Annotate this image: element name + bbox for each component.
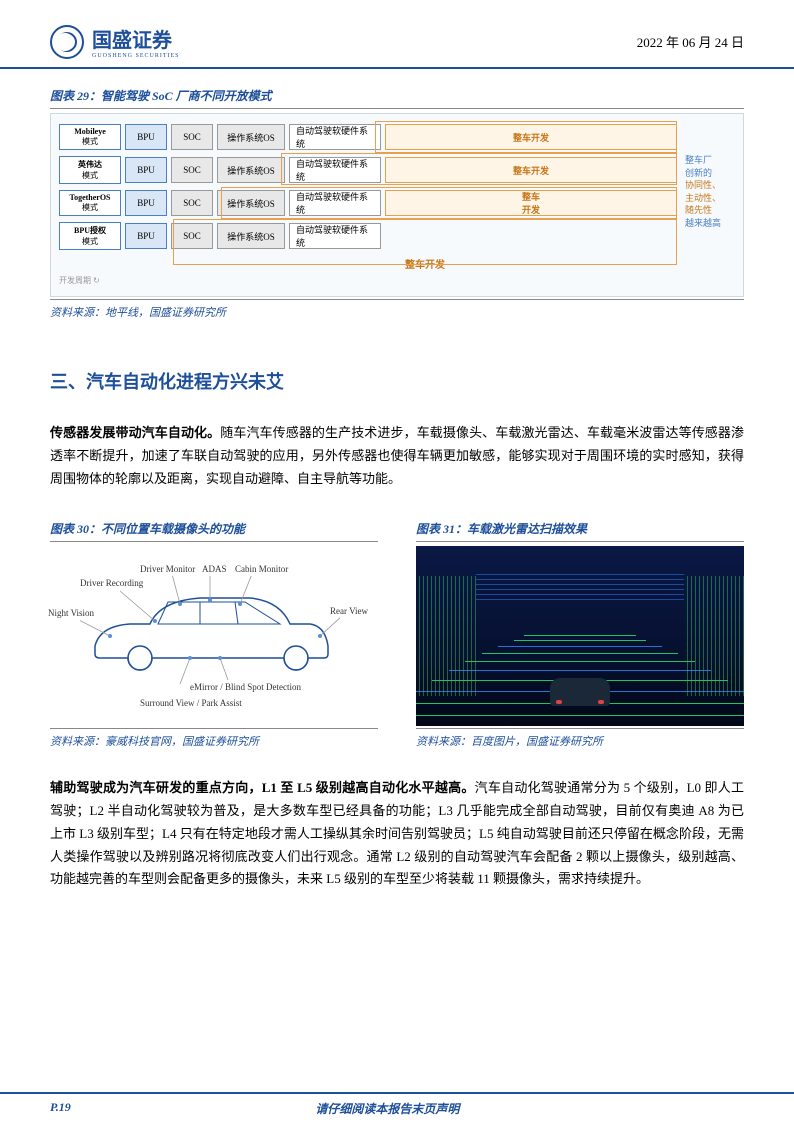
soc-row2-label: 英伟达 [78, 159, 102, 170]
page-header: 国盛证券 GUOSHENG SECURITIES 2022 年 06 月 24 … [0, 0, 794, 69]
para-sensors: 传感器发展带动汽车自动化。随车汽车传感器的生产技术进步，车载摄像头、车载激光雷达… [50, 422, 744, 490]
fig30-caption: 图表 30：不同位置车载摄像头的功能 [50, 520, 378, 542]
soc-hw-box: 自动驾驶软硬件系统 [289, 124, 381, 150]
soc-dev-box: 整车开发 [385, 124, 677, 150]
soc-footer-note: 开发周期 ↻ [59, 275, 735, 286]
company-name-en: GUOSHENG SECURITIES [92, 53, 180, 59]
company-name: 国盛证券 [92, 24, 180, 53]
company-logo: 国盛证券 GUOSHENG SECURITIES [50, 24, 180, 59]
soc-row1-label: Mobileye [74, 127, 106, 136]
soc-bpu-box: BPU [125, 124, 167, 150]
fig29-caption: 图表 29：智能驾驶 SoC 厂商不同开放模式 [50, 87, 744, 109]
label-surround: Surround View / Park Assist [140, 698, 242, 708]
footer-disclaimer: 请仔细阅读本报告末页声明 [315, 1100, 459, 1117]
label-adas: ADAS [202, 564, 227, 574]
label-cabin-monitor: Cabin Monitor [235, 564, 288, 574]
soc-row3-label: TogetherOS [69, 193, 110, 202]
logo-icon [50, 25, 84, 59]
lidar-car-icon [550, 678, 610, 706]
label-driver-monitor: Driver Monitor [140, 564, 195, 574]
car-outline-icon [80, 576, 340, 686]
fig31-lidar-scan [416, 546, 744, 726]
page-footer: P.19 请仔细阅读本报告末页声明 [0, 1092, 794, 1123]
label-emirror: eMirror / Blind Spot Detection [190, 682, 301, 692]
fig30-source: 资料来源：豪威科技官网，国盛证券研究所 [50, 728, 378, 749]
soc-bottom-dev: 整车开发 [173, 256, 677, 271]
soc-soc-box: SOC [171, 124, 213, 150]
fig29-diagram: Mobileye模式 BPU SOC 操作系统OS 自动驾驶软硬件系统 整车开发… [50, 113, 744, 297]
fig31-caption: 图表 31：车载激光雷达扫描效果 [416, 520, 744, 542]
label-driver-recording: Driver Recording [80, 578, 143, 588]
label-night-vision: Night Vision [48, 608, 94, 618]
label-rear-view: Rear View [330, 606, 368, 616]
page-number: P.19 [50, 1100, 71, 1117]
soc-os-box: 操作系统OS [217, 124, 285, 150]
soc-row4-label: BPU授权 [74, 225, 106, 236]
report-date: 2022 年 06 月 24 日 [637, 32, 744, 51]
section-3-title: 三、汽车自动化进程方兴未艾 [50, 368, 744, 394]
fig30-car-diagram: Night Vision Driver Recording Driver Mon… [50, 546, 378, 726]
soc-side-note: 整车厂 创新的 协同性、 主动性、 随先性 越来越高 [685, 154, 733, 230]
fig29-source: 资料来源：地平线，国盛证券研究所 [50, 299, 744, 320]
para-adas-levels: 辅助驾驶成为汽车研发的重点方向，L1 至 L5 级别越高自动化水平越高。汽车自动… [50, 777, 744, 891]
fig31-source: 资料来源：百度图片，国盛证券研究所 [416, 728, 744, 749]
